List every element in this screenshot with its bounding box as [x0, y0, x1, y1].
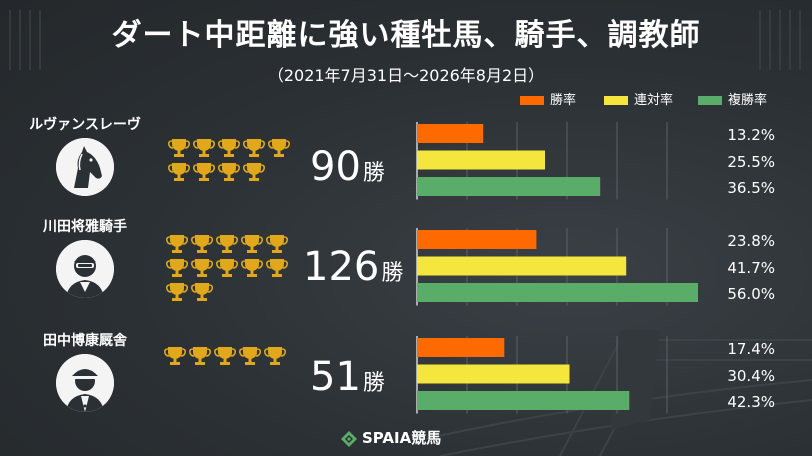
- trophy-icon: [189, 346, 211, 366]
- bar-ルヴァンスレーヴ-複勝率: [417, 177, 601, 196]
- jockey-wins: 126勝: [303, 244, 403, 290]
- trophy-icon: [266, 234, 288, 254]
- jockey-show-rate-label: 56.0%: [727, 285, 775, 303]
- trophy-icon: [243, 138, 265, 158]
- trophy-icon: [193, 138, 215, 158]
- jockey-win-rate-label: 23.8%: [727, 232, 775, 250]
- trophy-icon: [216, 258, 238, 278]
- trophy-icon: [166, 234, 188, 254]
- trophy-icon: [241, 258, 263, 278]
- trophy-icon: [266, 258, 288, 278]
- trainer-show-rate-label: 42.3%: [727, 393, 775, 411]
- trophy-icon: [193, 162, 215, 182]
- trophy-icon: [218, 162, 240, 182]
- footer-brand: SPAIA競馬: [340, 427, 441, 447]
- trophy-icon: [264, 346, 286, 366]
- legend-swatch-place: [604, 96, 628, 105]
- jockey-name: 川田将雅騎手: [43, 219, 127, 235]
- bar-川田将雅騎手-勝率: [417, 230, 537, 249]
- jockey-place-rate-label: 41.7%: [727, 259, 775, 277]
- trainer-icon: [56, 354, 114, 412]
- sire-win-rate-label: 13.2%: [727, 126, 775, 144]
- trophy-icon: [216, 234, 238, 254]
- legend: 勝率 連対率 複勝率: [520, 93, 810, 109]
- horse-head-icon: [56, 138, 114, 196]
- bar-ルヴァンスレーヴ-連対率: [417, 150, 545, 170]
- trophy-icon: [218, 138, 240, 158]
- legend-swatch-show: [698, 96, 722, 105]
- legend-swatch-win: [520, 96, 544, 105]
- spaia-logo-icon: [341, 430, 357, 447]
- legend-label: 複勝率: [728, 93, 768, 108]
- trophy-icon: [166, 282, 188, 302]
- bar-川田将雅騎手-連対率: [417, 256, 627, 276]
- bar-田中博康厩舎-勝率: [417, 338, 505, 357]
- legend-label: 連対率: [634, 93, 674, 108]
- trainer-entry: 田中博康厩舎: [10, 330, 160, 412]
- trainer-place-rate-label: 30.4%: [727, 367, 775, 385]
- page-title: ダート中距離に強い種牡馬、騎手、調教師: [111, 18, 701, 53]
- jockey-entry: 川田将雅騎手: [10, 216, 160, 298]
- bar-ルヴァンスレーヴ-勝率: [417, 124, 484, 143]
- trainer-name: 田中博康厩舎: [43, 333, 127, 349]
- footer-brand-text: SPAIA競馬: [362, 429, 442, 447]
- wins-unit: 勝: [381, 261, 404, 286]
- trophy-icon: [191, 234, 213, 254]
- bar-田中博康厩舎-連対率: [417, 364, 570, 384]
- trophy-icon: [268, 138, 290, 158]
- sire-place-rate-label: 25.5%: [727, 153, 775, 171]
- date-range: （2021年7月31日～2026年8月2日）: [267, 66, 545, 85]
- sire-entry: ルヴァンスレーヴ: [10, 114, 160, 196]
- trophy-icon: [214, 346, 236, 366]
- wins-number: 126: [303, 244, 380, 290]
- legend-item-win: 勝率: [520, 93, 576, 109]
- jockey-icon: [56, 240, 114, 298]
- trophy-icon: [168, 138, 190, 158]
- legend-item-show: 複勝率: [698, 93, 767, 109]
- trophy-icon: [164, 346, 186, 366]
- trophy-icon: [191, 282, 213, 302]
- trophy-icon: [243, 162, 265, 182]
- trophy-icon: [239, 346, 261, 366]
- bar-田中博康厩舎-複勝率: [417, 391, 630, 410]
- wins-unit: 勝: [362, 371, 385, 396]
- wins-number: 90: [310, 144, 361, 190]
- trainer-wins: 51勝: [310, 354, 385, 400]
- legend-label: 勝率: [550, 93, 577, 108]
- trophy-icon: [241, 234, 263, 254]
- trainer-win-rate-label: 17.4%: [727, 340, 775, 358]
- sire-show-rate-label: 36.5%: [727, 179, 775, 197]
- sire-wins: 90勝: [310, 144, 385, 190]
- wins-number: 51: [310, 354, 361, 400]
- legend-item-place: 連対率: [604, 93, 673, 109]
- bar-川田将雅騎手-複勝率: [417, 283, 698, 302]
- sire-name: ルヴァンスレーヴ: [29, 117, 141, 133]
- trophy-icon: [166, 258, 188, 278]
- trophy-icon: [191, 258, 213, 278]
- trophy-icon: [168, 162, 190, 182]
- wins-unit: 勝: [362, 161, 385, 186]
